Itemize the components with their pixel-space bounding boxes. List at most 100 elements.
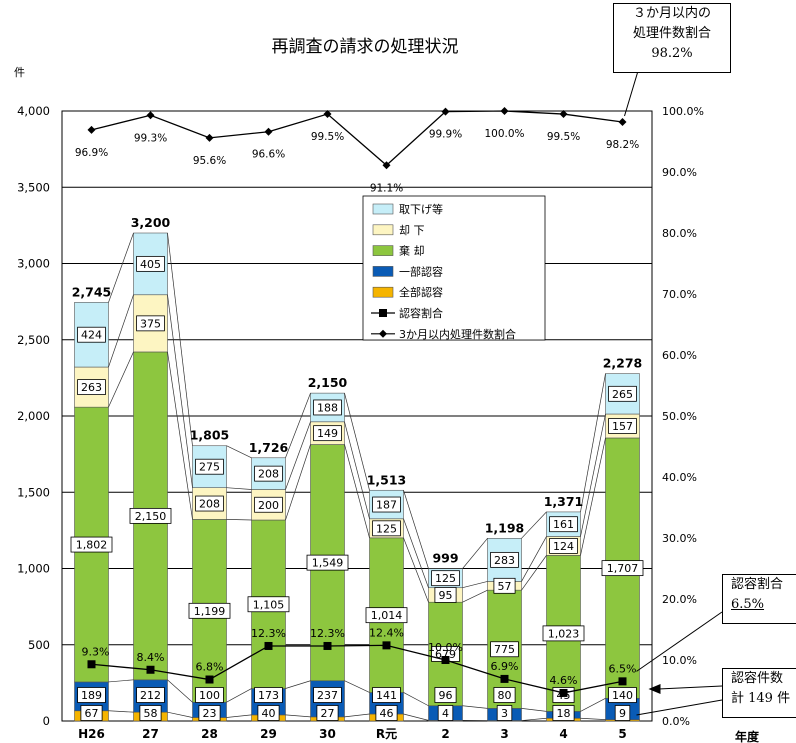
connector-line	[403, 692, 429, 707]
line-marker	[264, 127, 273, 136]
connector-line	[521, 717, 547, 721]
value-label-box	[496, 705, 513, 721]
connector-line	[344, 713, 370, 718]
x-tick-label: 30	[319, 727, 336, 741]
line-marker	[323, 641, 332, 650]
connector-line	[521, 555, 547, 591]
value-label-box	[493, 687, 516, 703]
bars	[74, 232, 640, 722]
total-label: 1,513	[367, 472, 407, 487]
line-marker	[323, 110, 332, 119]
value-label: 263	[81, 381, 102, 394]
value-label-box	[493, 577, 516, 594]
y-tick-label: 1,000	[17, 562, 50, 576]
value-label-box	[375, 705, 398, 721]
value-label-box	[316, 705, 339, 721]
callout-pointer	[658, 685, 723, 690]
value-label: 173	[258, 689, 279, 702]
line-label: 99.5%	[547, 131, 580, 143]
connector-line	[108, 710, 134, 713]
callout-line: 6.5%	[731, 597, 765, 612]
total-label: 2,150	[308, 375, 348, 390]
connector-line	[108, 294, 134, 368]
value-label-box	[195, 687, 224, 703]
callout-line: 処理件数割合	[632, 26, 711, 41]
axes: 0 500 1,000 1,500 2,000 2,500 3,000 3,500 4,000 0…	[17, 104, 704, 741]
plot-border	[61, 110, 653, 722]
y2-tick-label: 40.0%	[662, 471, 697, 484]
line-label: 98.2%	[606, 139, 639, 151]
legend-label: 取下げ等	[399, 202, 443, 216]
value-label: 18	[557, 707, 571, 720]
connector-line	[580, 697, 606, 712]
legend-label: 認容割合	[399, 306, 443, 320]
legend-label: 一部認容	[399, 264, 443, 278]
value-label: 1,023	[548, 627, 580, 640]
value-label: 140	[612, 689, 633, 702]
x-tick-label: 3	[500, 727, 508, 741]
value-label-box	[549, 516, 578, 533]
total-label: 999	[432, 551, 458, 566]
y-axis-title: 件	[14, 66, 25, 79]
connector-line	[344, 680, 370, 693]
value-label-box	[254, 687, 283, 703]
line-label: 4.6%	[550, 674, 578, 687]
value-label: 95	[439, 589, 453, 602]
value-label: 212	[140, 689, 161, 702]
y2-tick-label: 10.0%	[662, 654, 697, 667]
value-label-box	[306, 554, 349, 571]
value-label: 27	[321, 707, 335, 720]
connector-line	[167, 711, 193, 718]
y-tick-label: 4,000	[17, 104, 50, 118]
connector-line	[226, 445, 252, 459]
value-label-box	[372, 520, 401, 537]
value-label: 9	[619, 707, 626, 720]
line-label: 99.9%	[429, 129, 462, 141]
legend-label: 棄 却	[399, 244, 425, 258]
value-label: 424	[81, 329, 102, 342]
connector-line	[226, 688, 252, 703]
value-label-box	[195, 495, 224, 512]
connector-line	[462, 705, 488, 709]
value-label-box	[608, 687, 637, 703]
line-marker	[382, 161, 391, 170]
y-tick-label: 3,500	[17, 180, 50, 194]
legend-label: 全部認容	[399, 285, 443, 299]
connector-line	[167, 351, 193, 520]
connector-line	[403, 518, 429, 588]
y-tick-label: 0	[43, 714, 50, 728]
line-label: 6.5%	[609, 662, 637, 675]
connector-line	[285, 680, 311, 689]
connector-line	[285, 714, 311, 718]
value-label-box	[136, 687, 165, 703]
value-label: 80	[498, 689, 512, 702]
legend-label: 3か月以内処理件数割合	[399, 327, 516, 341]
x-axis-title: 年度	[735, 729, 760, 743]
value-label: 96	[439, 689, 453, 702]
x-tick-label: 29	[260, 727, 277, 741]
value-label-box	[434, 687, 457, 703]
value-label-box	[608, 385, 637, 402]
line-label: 12.3%	[251, 627, 286, 640]
connector-line	[167, 294, 193, 488]
connector-line	[285, 444, 311, 521]
total-label: 1,198	[485, 520, 525, 535]
value-label-box	[434, 587, 457, 603]
total-label: 1,726	[249, 440, 289, 455]
callout-pointer	[636, 699, 723, 716]
y2-tick-label: 70.0%	[662, 288, 697, 301]
value-label-box	[257, 705, 280, 721]
value-label: 1,014	[371, 609, 403, 622]
connector-line	[344, 444, 370, 538]
total-label: 1,805	[190, 428, 230, 443]
x-tick-label: 5	[618, 727, 626, 741]
value-label-box	[365, 607, 408, 624]
legend-box	[362, 195, 546, 341]
y2-tick-label: 50.0%	[662, 410, 697, 423]
y-tick-label: 2,500	[17, 333, 50, 347]
line-marker	[264, 641, 273, 650]
legend-swatch	[372, 224, 394, 236]
line-marker	[559, 110, 568, 119]
x-tick-label: H26	[78, 727, 105, 741]
